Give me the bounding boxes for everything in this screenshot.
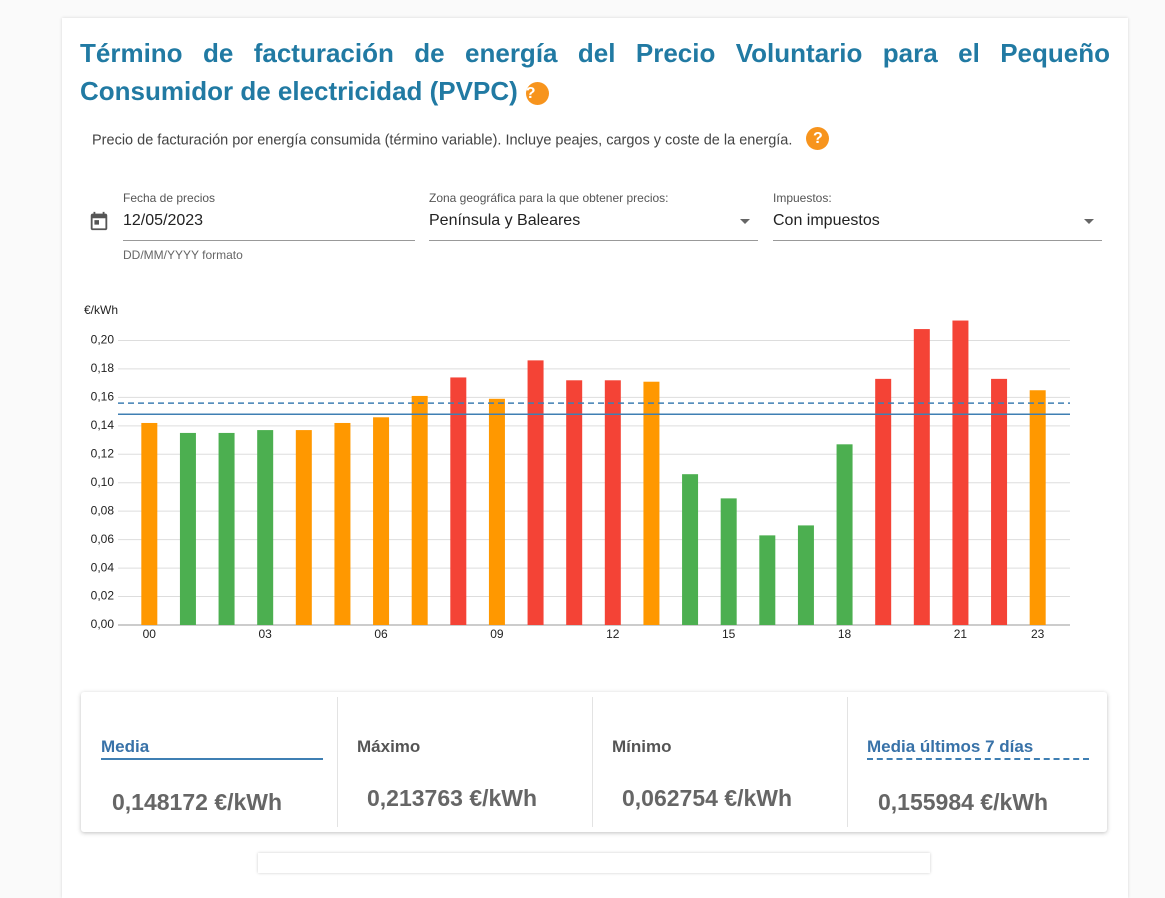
bar [720,498,737,625]
description-text: Precio de facturación por energía consum… [92,132,793,149]
y-tick-label: 0,16 [91,390,115,404]
bar [913,329,930,625]
stat-value: 0,155984 €/kWh [878,789,1049,815]
y-tick-label: 0,04 [91,560,115,574]
bar [643,381,660,625]
x-tick-label: 12 [606,627,620,641]
date-label: Fecha de precios [123,191,216,205]
x-tick-label: 18 [838,627,852,641]
description: Precio de facturación por energía consum… [92,127,830,150]
y-tick-label: 0,20 [91,333,115,347]
help-icon[interactable]: ? [525,81,549,105]
x-tick-label: 03 [259,627,273,641]
bar [411,395,428,625]
bar [488,398,505,625]
x-tick-label: 21 [954,627,968,641]
calendar-icon[interactable] [88,209,110,233]
taxes-label: Impuestos: [773,191,832,205]
y-tick-label: 0,12 [91,446,115,460]
bar [334,422,351,625]
x-tick-label: 09 [490,627,504,641]
date-underline [123,240,415,241]
bar [759,535,776,625]
stat-value: 0,062754 €/kWh [622,785,793,811]
date-input[interactable]: 12/05/2023 [123,212,204,229]
bar [604,380,621,625]
bar [836,444,853,625]
title-text: Término de facturación de energía del Pr… [80,38,1110,106]
title: Término de facturación de energía del Pr… [80,34,1110,110]
dropdown-arrow[interactable] [1084,219,1094,224]
dropdown-arrow[interactable] [740,219,750,224]
stat-value: 0,148172 €/kWh [112,789,283,815]
y-axis-label: €/kWh [84,303,118,317]
stat: Mínimo 0,062754 €/kWh [592,697,848,827]
stat-label: Máximo [357,737,421,756]
x-tick-label: 00 [143,627,157,641]
bar [682,474,699,625]
bar [295,430,312,625]
stat-label: Media [101,737,323,760]
bar [218,432,235,625]
y-tick-label: 0,08 [91,503,115,517]
help-icon[interactable]: ? [806,127,830,150]
date-hint: DD/MM/YYYY formato [123,248,243,262]
x-tick-label: 23 [1031,627,1045,641]
page: Término de facturación de energía del Pr… [80,34,1110,832]
x-tick-label: 15 [722,627,736,641]
y-tick-label: 0,06 [91,532,115,546]
taxes-underline [773,240,1102,241]
bar [991,378,1008,625]
y-tick-label: 0,10 [91,475,115,489]
next-panel [258,853,930,873]
y-tick-label: 0,00 [91,617,115,631]
bar [450,377,467,625]
bar [566,380,583,625]
stat: Máximo 0,213763 €/kWh [337,697,593,827]
bar [797,525,814,625]
y-tick-label: 0,14 [91,418,115,432]
chart: €/kWh 0,00 0,02 0,04 0,06 0,08 0,10 0,12 0,14 0,… [84,303,1070,641]
bar [952,320,969,625]
y-tick-label: 0,18 [91,361,115,375]
stat-label: Media últimos 7 días [867,737,1089,760]
bar [875,378,892,625]
stat-label: Mínimo [612,737,672,756]
y-tick-label: 0,02 [91,589,115,603]
stat: Media últimos 7 días 0,155984 €/kWh [847,697,1107,827]
bar [179,432,196,625]
stat-value: 0,213763 €/kWh [367,785,538,811]
x-tick-label: 06 [374,627,388,641]
stats-panel: Media 0,148172 €/kWh Máximo 0,213763 €/k… [81,692,1107,832]
bar [527,360,544,625]
zone-label: Zona geográfica para la que obtener prec… [429,191,669,205]
zone-underline [429,240,758,241]
bar [257,430,274,625]
bar [373,417,390,625]
bar [1029,390,1046,625]
zone-select[interactable]: Península y Baleares [429,212,581,229]
stat: Media 0,148172 €/kWh [81,697,338,827]
taxes-select[interactable]: Con impuestos [773,212,880,229]
bar [141,422,158,625]
